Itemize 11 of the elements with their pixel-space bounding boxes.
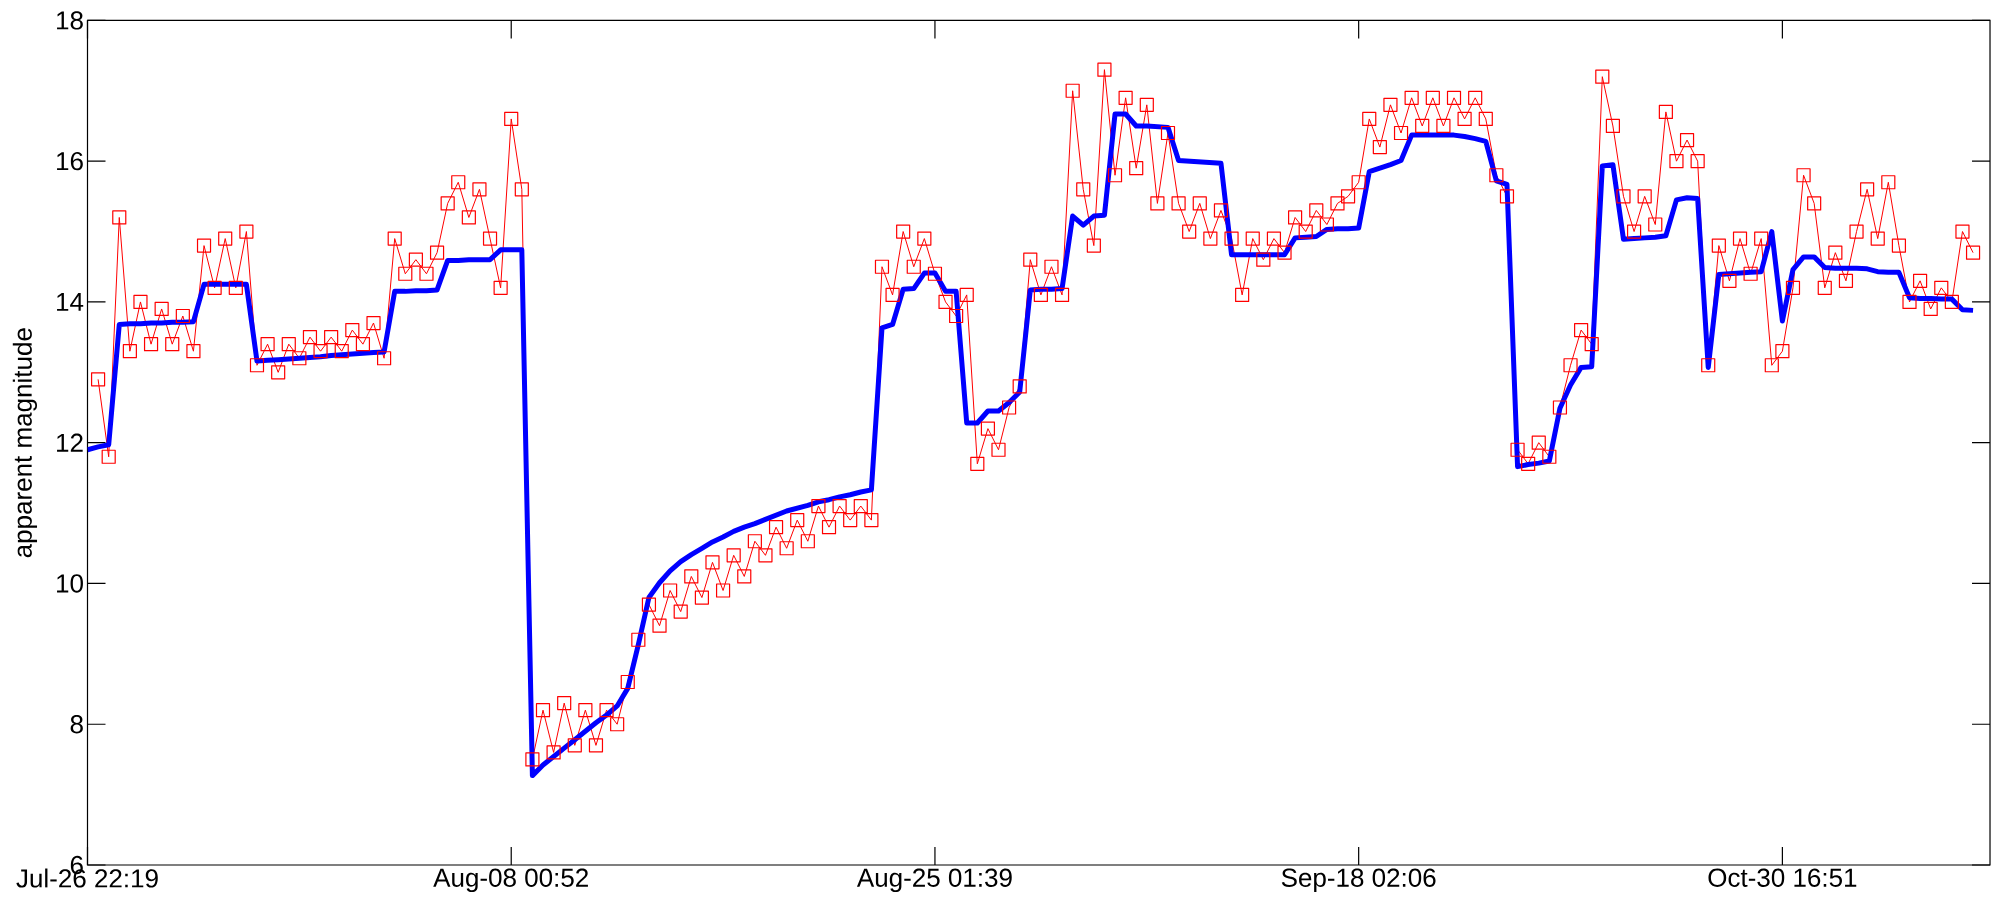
y-tick-label: 18 [57,11,83,30]
x-tick-label: Oct-30 16:51 [1708,868,1857,887]
y-tick-label: 14 [57,292,84,311]
y-tick-label: 8 [70,715,83,734]
y-axis-title: apparent magnitude [12,328,38,558]
y-tick-label: 10 [57,574,83,593]
y-tick-label: 16 [57,151,83,171]
x-tick-label: Aug-08 00:52 [433,868,588,893]
x-tick-label: Aug-25 01:39 [856,868,1012,893]
x-tick-label: Sep-18 02:06 [1281,868,1436,893]
y-tick-label: 12 [57,433,83,452]
